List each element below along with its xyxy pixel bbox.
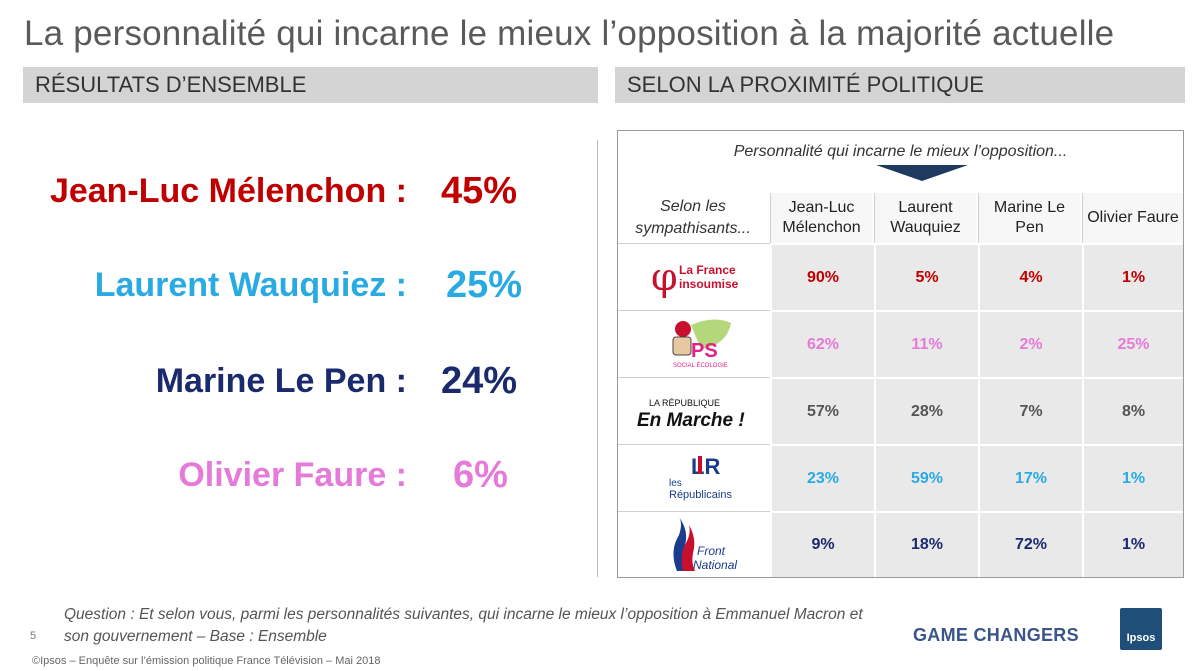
table-cell: 11% bbox=[874, 310, 978, 377]
table-cell: 57% bbox=[770, 377, 874, 444]
page-number: 5 bbox=[30, 630, 37, 642]
la-france-insoumise-logo: φ La France insoumise bbox=[651, 255, 739, 299]
logo-text: insoumise bbox=[679, 277, 739, 291]
party-logo-cell: LR les Républicains bbox=[618, 444, 770, 511]
logo-text: Front bbox=[697, 544, 726, 558]
column-header: Jean-Luc Mélenchon bbox=[770, 193, 872, 243]
party-logo-cell: LA RÉPUBLIQUE En Marche ! bbox=[618, 377, 770, 444]
column-header: Olivier Faure bbox=[1082, 193, 1183, 243]
logo-text: La France bbox=[679, 263, 736, 277]
party-logo-cell: PS SOCIAL ÉCOLOGIE bbox=[618, 310, 770, 377]
overall-name: Laurent Wauquiez : bbox=[94, 266, 407, 304]
table-cell: 1% bbox=[1082, 511, 1183, 577]
overall-row-melenchon: Jean-Luc Mélenchon : 45% bbox=[0, 168, 560, 218]
party-logo-cell: φ La France insoumise bbox=[618, 243, 770, 310]
logo-text: SOCIAL ÉCOLOGIE bbox=[673, 362, 728, 369]
table-cell: 9% bbox=[770, 511, 874, 577]
les-republicains-logo: LR les Républicains bbox=[669, 454, 732, 501]
logo-text: PS bbox=[691, 340, 718, 362]
copyright: ©Ipsos – Enquête sur l’émission politiqu… bbox=[32, 655, 381, 667]
table-cell: 62% bbox=[770, 310, 874, 377]
table-cell: 23% bbox=[770, 444, 874, 511]
logo-text: LR bbox=[691, 454, 720, 479]
logo-text: LA RÉPUBLIQUE bbox=[649, 398, 720, 408]
ipsos-logo: Ipsos bbox=[1120, 608, 1162, 650]
proximity-table: Personnalité qui incarne le mieux l’oppo… bbox=[617, 130, 1184, 578]
logo-text: les bbox=[669, 478, 682, 489]
party-logo-cell: Front National bbox=[618, 511, 770, 577]
overall-name: Jean-Luc Mélenchon : bbox=[49, 172, 407, 210]
table-cell: 28% bbox=[874, 377, 978, 444]
page-title: La personnalité qui incarne le mieux l’o… bbox=[24, 14, 1115, 53]
logo-text: National bbox=[693, 558, 737, 572]
table-cell: 90% bbox=[770, 243, 874, 310]
overall-value: 45% bbox=[441, 170, 518, 212]
overall-value: 24% bbox=[441, 360, 518, 402]
overall-row-wauquiez: Laurent Wauquiez : 25% bbox=[0, 262, 560, 312]
overall-name: Olivier Faure : bbox=[178, 456, 407, 494]
table-cell: 8% bbox=[1082, 377, 1183, 444]
table-cell: 17% bbox=[978, 444, 1082, 511]
table-cell: 4% bbox=[978, 243, 1082, 310]
overall-value: 6% bbox=[453, 454, 508, 496]
table-cell: 2% bbox=[978, 310, 1082, 377]
survey-question: Question : Et selon vous, parmi les pers… bbox=[64, 606, 863, 645]
logo-text: Républicains bbox=[669, 489, 732, 501]
overall-row-le-pen: Marine Le Pen : 24% bbox=[0, 358, 560, 408]
table-cell: 1% bbox=[1082, 243, 1183, 310]
table-cell: 7% bbox=[978, 377, 1082, 444]
down-arrow-icon bbox=[876, 165, 968, 181]
front-national-logo: Front National bbox=[673, 516, 737, 572]
table-cell: 72% bbox=[978, 511, 1082, 577]
table-cell: 5% bbox=[874, 243, 978, 310]
svg-text:φ: φ bbox=[651, 255, 678, 299]
en-marche-logo: LA RÉPUBLIQUE En Marche ! bbox=[637, 398, 745, 431]
table-caption: Personnalité qui incarne le mieux l’oppo… bbox=[733, 143, 1068, 160]
table-cell: 1% bbox=[1082, 444, 1183, 511]
column-header: Marine Le Pen bbox=[978, 193, 1080, 243]
table-cell: 18% bbox=[874, 511, 978, 577]
brand-tagline: GAME CHANGERS bbox=[913, 625, 1079, 645]
table-cell: 59% bbox=[874, 444, 978, 511]
table-cell: 25% bbox=[1082, 310, 1183, 377]
logo-text: En Marche ! bbox=[637, 410, 745, 431]
overall-value: 25% bbox=[446, 264, 523, 306]
section-divider bbox=[597, 140, 598, 577]
section-header-by-proximity: SELON LA PROXIMITÉ POLITIQUE bbox=[615, 67, 1185, 103]
section-header-overall: RÉSULTATS D’ENSEMBLE bbox=[23, 67, 598, 103]
column-header: Laurent Wauquiez bbox=[874, 193, 976, 243]
overall-row-faure: Olivier Faure : 6% bbox=[0, 452, 560, 502]
overall-name: Marine Le Pen : bbox=[155, 362, 407, 400]
ps-logo: PS SOCIAL ÉCOLOGIE bbox=[672, 319, 731, 369]
table-corner-label: Selon les sympathisants... bbox=[635, 198, 751, 237]
